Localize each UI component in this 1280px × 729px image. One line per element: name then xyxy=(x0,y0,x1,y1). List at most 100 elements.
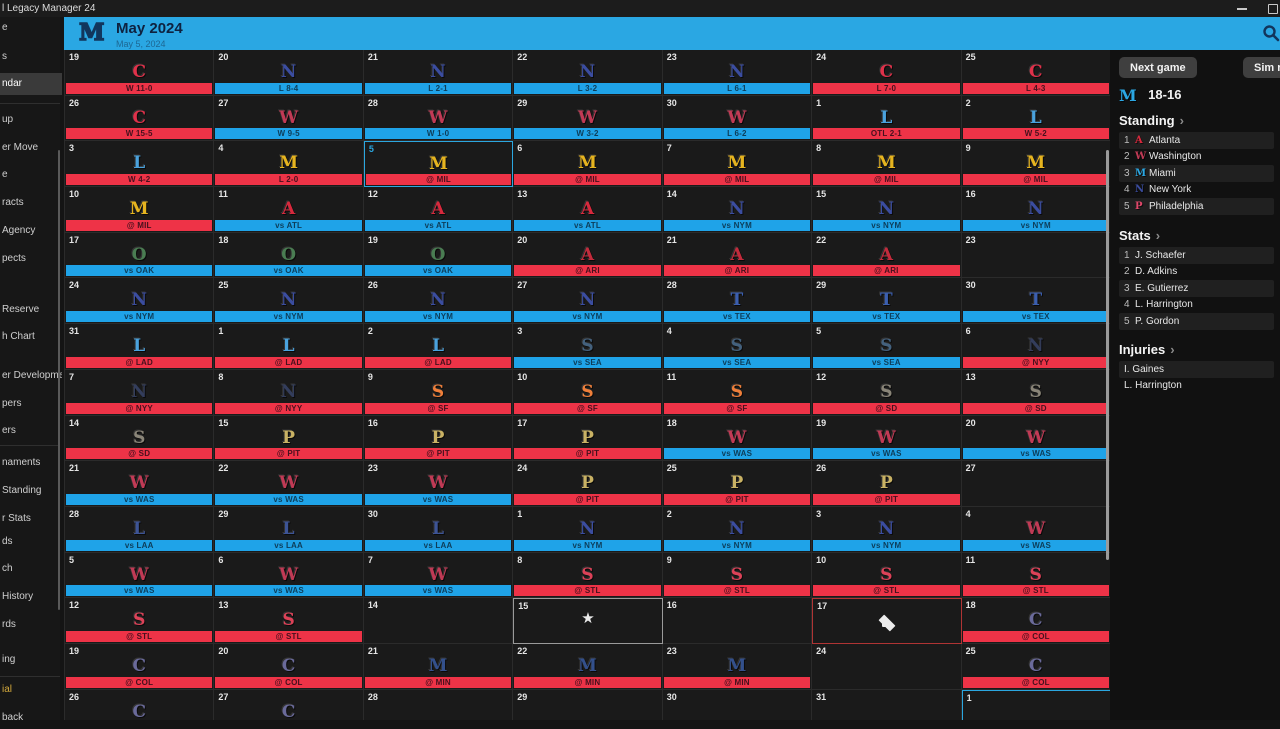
sidebar-item[interactable]: s xyxy=(2,51,7,62)
calendar-cell[interactable]: 31 xyxy=(812,689,962,720)
sidebar-item[interactable]: back xyxy=(2,712,24,723)
calendar-cell[interactable]: 13 S @ SD xyxy=(961,369,1111,416)
calendar-cell[interactable]: 22 N L 3-2 xyxy=(513,50,663,96)
sidebar-item[interactable]: h Chart xyxy=(2,331,35,342)
sidebar-item[interactable]: naments xyxy=(2,457,41,468)
stats-header[interactable]: Stats › xyxy=(1119,228,1274,247)
calendar-cell[interactable]: 20 A @ ARI xyxy=(513,232,663,279)
calendar-cell[interactable]: 20 C @ COL xyxy=(214,643,364,690)
calendar-cell[interactable]: 27 xyxy=(961,461,1111,507)
calendar-cell[interactable]: 6 M @ MIL xyxy=(513,141,663,188)
calendar-cell[interactable]: 26 C W 15-5 xyxy=(65,95,215,142)
list-item[interactable]: 3 M Miami xyxy=(1119,165,1274,182)
calendar-cell[interactable]: 21 A @ ARI xyxy=(662,232,813,279)
calendar-cell[interactable]: 28 W W 1-0 xyxy=(363,95,514,142)
list-item[interactable]: 4 N New York xyxy=(1119,182,1274,199)
calendar-cell[interactable]: 8 M @ MIL xyxy=(812,141,962,188)
calendar-cell[interactable]: 29 W W 3-2 xyxy=(513,95,663,142)
calendar-cell[interactable]: 9 S @ STL xyxy=(662,552,813,599)
calendar-cell[interactable]: 30 W L 6-2 xyxy=(662,95,813,142)
calendar-cell[interactable]: 16 xyxy=(662,598,813,644)
calendar-cell[interactable]: 28 xyxy=(363,689,514,720)
sidebar-item[interactable]: ds xyxy=(2,536,13,547)
sidebar-item[interactable]: pers xyxy=(2,398,22,409)
calendar-cell[interactable]: 5 M @ MIL xyxy=(363,141,514,188)
minimize-icon[interactable] xyxy=(1237,8,1247,10)
calendar-cell[interactable]: 24 P @ PIT xyxy=(513,461,663,507)
calendar-cell[interactable]: 22 M @ MIN xyxy=(513,643,663,690)
calendar-scrollbar[interactable] xyxy=(1106,150,1109,560)
sidebar-item[interactable]: e xyxy=(2,22,8,33)
calendar-cell[interactable]: 23 M @ MIN xyxy=(662,643,813,690)
calendar-cell[interactable]: 15 P @ PIT xyxy=(214,415,364,462)
calendar-cell[interactable]: 27 C xyxy=(214,689,364,720)
calendar-cell[interactable]: 25 P @ PIT xyxy=(662,461,813,507)
calendar-cell[interactable]: 9 S @ SF xyxy=(363,369,514,416)
calendar-cell[interactable]: 23 xyxy=(961,232,1111,279)
list-item[interactable]: 5 P Philadelphia xyxy=(1119,198,1274,215)
calendar-cell[interactable]: 1 L @ LAD xyxy=(214,324,364,370)
list-item[interactable]: 4 L. Harrington xyxy=(1119,297,1274,314)
calendar-cell[interactable]: 10 S @ SF xyxy=(513,369,663,416)
sidebar-item[interactable]: ing xyxy=(2,654,16,665)
list-item[interactable]: 3 E. Gutierrez xyxy=(1119,280,1274,297)
sidebar-item[interactable]: pects xyxy=(2,253,26,264)
sidebar-item[interactable]: rds xyxy=(2,619,16,630)
list-item[interactable]: 2 W Washington xyxy=(1119,149,1274,166)
restore-icon[interactable] xyxy=(1268,4,1278,14)
calendar-cell[interactable]: 2 L @ LAD xyxy=(363,324,514,370)
calendar-cell[interactable]: 25 C @ COL xyxy=(961,643,1111,690)
calendar-cell[interactable]: 14 xyxy=(363,598,514,644)
sidebar-item[interactable]: er Development xyxy=(2,370,62,381)
calendar-cell[interactable]: 1 L OTL 2-1 xyxy=(812,95,962,142)
calendar-cell[interactable]: 11 S @ STL xyxy=(961,552,1111,599)
calendar-cell[interactable]: 26 P @ PIT xyxy=(812,461,962,507)
calendar-cell[interactable]: 12 S @ SD xyxy=(812,369,962,416)
list-item[interactable]: 5 P. Gordon xyxy=(1119,313,1274,330)
sidebar-item[interactable]: racts xyxy=(2,197,24,208)
sidebar-item[interactable]: Standing xyxy=(2,485,42,496)
sidebar-scrollbar[interactable] xyxy=(58,150,60,610)
calendar-cell[interactable]: 12 S @ STL xyxy=(65,598,215,644)
sidebar-item[interactable]: ndar xyxy=(0,73,62,95)
calendar-cell[interactable]: 30 xyxy=(662,689,813,720)
sidebar-item[interactable]: e xyxy=(2,169,8,180)
calendar-cell[interactable]: 13 S @ STL xyxy=(214,598,364,644)
sidebar-item[interactable]: r Stats xyxy=(2,513,31,524)
calendar-cell[interactable]: 19 C W 11-0 xyxy=(65,50,215,96)
calendar-cell[interactable]: 6 N @ NYY xyxy=(961,324,1111,370)
calendar-cell[interactable]: 25 C L 4-3 xyxy=(961,50,1111,96)
list-item[interactable]: L. Harrington xyxy=(1119,378,1274,395)
calendar-cell[interactable]: 10 M @ MIL xyxy=(65,187,215,233)
sim-button[interactable]: Sim r xyxy=(1243,57,1280,78)
calendar-cell[interactable]: 9 M @ MIL xyxy=(961,141,1111,188)
calendar-cell[interactable]: 20 N L 8-4 xyxy=(214,50,364,96)
next-game-button[interactable]: Next game xyxy=(1119,57,1197,78)
